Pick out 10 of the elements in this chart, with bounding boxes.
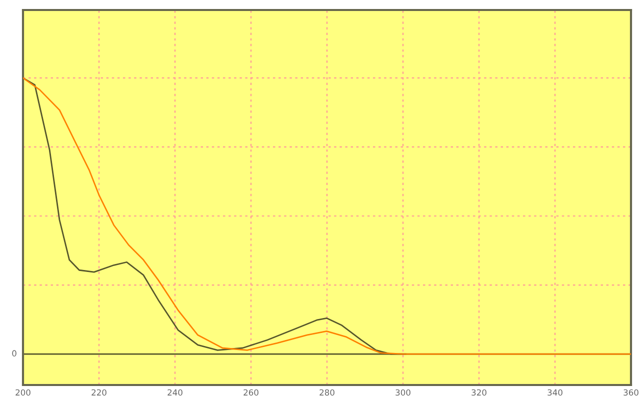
ref-line-label: 0 [12, 350, 16, 356]
x-tick-label: 320 [472, 389, 486, 396]
x-tick-label: 260 [244, 389, 258, 396]
x-tick-label: 200 [16, 389, 30, 396]
x-tick-label: 280 [320, 389, 334, 396]
x-tick-label: 300 [396, 389, 410, 396]
x-tick-label: 220 [92, 389, 106, 396]
x-tick-label: 360 [624, 389, 638, 396]
x-tick-label: 240 [168, 389, 182, 396]
x-tick-label: 340 [548, 389, 562, 396]
